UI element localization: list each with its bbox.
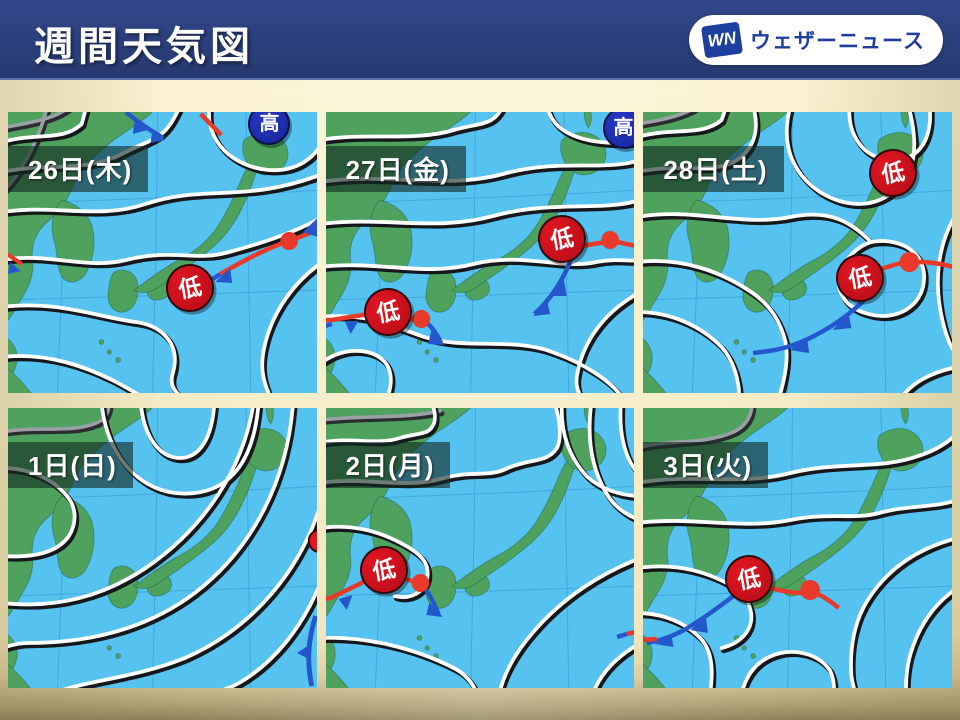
page-header: 週間天気図 WN ウェザーニュース: [0, 0, 960, 80]
weather-map-panel-fri[interactable]: 27日(金) 高低低: [325, 112, 635, 393]
weather-map-panel-sat[interactable]: 28日(土) 低低: [643, 112, 952, 393]
date-label: 28日(土): [643, 146, 784, 192]
date-label: 26日(木): [8, 146, 149, 192]
date-label: 2日(月): [325, 442, 451, 488]
weathernews-logo-text: ウェザーニュース: [750, 30, 925, 53]
weather-map-panel-thu[interactable]: 26日(木) 高低: [8, 112, 317, 393]
weather-map-panel-tue[interactable]: 3日(火) 低: [643, 408, 952, 688]
page-title: 週間天気図: [34, 25, 254, 69]
date-label: 3日(火): [643, 442, 769, 488]
wn-logo-icon: WN: [701, 21, 744, 59]
date-label: 27日(金): [325, 146, 466, 192]
weather-map-panel-mon[interactable]: 2日(月) 低: [325, 408, 635, 688]
weather-map-panel-sun[interactable]: 1日(日): [8, 408, 317, 688]
high-pressure-marker: 高: [602, 112, 635, 149]
date-label: 1日(日): [8, 442, 133, 488]
high-pressure-marker: 高: [248, 112, 291, 145]
weathernews-logo[interactable]: WN ウェザーニュース: [689, 15, 943, 65]
weekly-map-grid: 26日(木) 高低 27日(金) 高低低 28日(土) 低低 1日(日): [0, 112, 960, 688]
